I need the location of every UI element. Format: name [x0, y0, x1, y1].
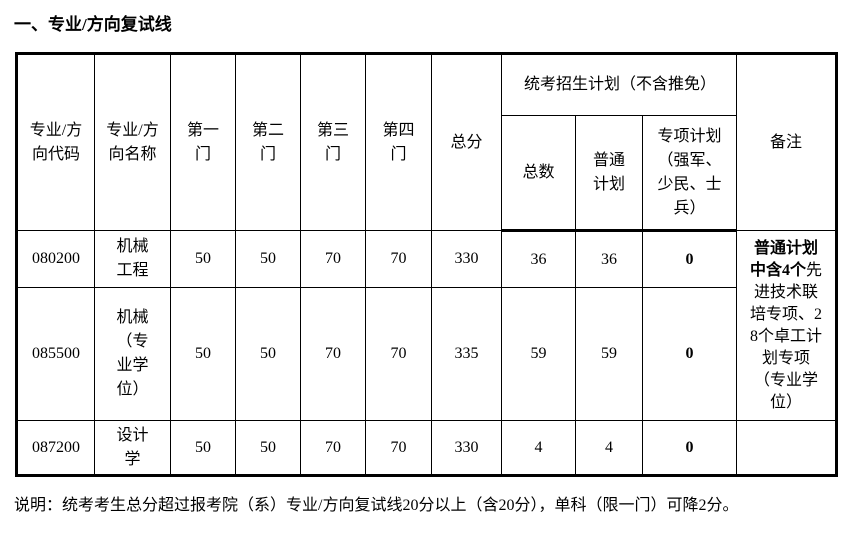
header-subject2: 第二门 — [235, 53, 301, 231]
cell-code: 080200 — [16, 230, 95, 288]
cell-remarks-merged: 普通计划中含4个先进技术联培专项、28个卓工计划专项（专业学位） — [736, 230, 838, 421]
header-subject3: 第三门 — [300, 53, 366, 231]
cell-s2: 50 — [235, 287, 301, 421]
cell-plan-special: 0 — [641, 287, 738, 421]
cell-plan-regular: 36 — [575, 230, 643, 288]
header-remarks: 备注 — [736, 53, 838, 231]
cell-code: 085500 — [16, 287, 95, 421]
cell-s4: 70 — [365, 230, 432, 288]
remark-text: 先进技术联培专项、28个卓工计划专项（专业学位） — [750, 261, 823, 411]
cell-plan-regular: 4 — [575, 420, 643, 476]
header-plan-total: 总数 — [501, 115, 576, 232]
cell-s2: 50 — [235, 420, 301, 476]
header-plan-regular: 普通计划 — [575, 115, 643, 232]
cell-total: 330 — [431, 420, 502, 476]
cell-total: 335 — [431, 287, 502, 421]
cell-s1: 50 — [170, 287, 236, 421]
cell-plan-regular: 59 — [575, 287, 643, 421]
cell-name: 机械（专业学位） — [94, 287, 171, 421]
cell-plan-special: 0 — [641, 230, 738, 288]
header-subject4: 第四门 — [365, 53, 432, 231]
cell-plan-total: 4 — [501, 420, 576, 476]
cell-s2: 50 — [235, 230, 301, 288]
header-code: 专业/方向代码 — [16, 53, 95, 231]
table-row: 087200 设计学 50 50 70 70 330 4 4 0 — [16, 420, 838, 476]
cell-remarks — [736, 420, 838, 476]
explanatory-note: 说明：统考考生总分超过报考院（系）专业/方向复试线20分以上（含20分），单科（… — [14, 497, 739, 514]
cell-s4: 70 — [365, 287, 432, 421]
header-name: 专业/方向名称 — [94, 53, 171, 231]
header-plan-special: 专项计划（强军、少民、士兵） — [641, 115, 738, 232]
cell-total: 330 — [431, 230, 502, 288]
cell-s4: 70 — [365, 420, 432, 476]
cell-plan-special: 0 — [641, 420, 738, 476]
cell-plan-total: 59 — [501, 287, 576, 421]
retest-score-table: 专业/方向代码 专业/方向名称 第一门 第二门 第三门 第四门 总分 统考招生计… — [15, 52, 839, 477]
cell-s3: 70 — [300, 230, 366, 288]
cell-s1: 50 — [170, 230, 236, 288]
cell-name: 机械工程 — [94, 230, 171, 288]
table-row: 085500 机械（专业学位） 50 50 70 70 335 59 59 0 — [16, 287, 837, 421]
table-row: 080200 机械工程 50 50 70 70 330 36 36 0 普通计划… — [16, 230, 838, 421]
cell-s1: 50 — [170, 420, 236, 476]
header-plan-group: 统考招生计划（不含推免） — [500, 53, 738, 116]
section-title: 一、专业/方向复试线 — [14, 15, 172, 34]
cell-s3: 70 — [300, 420, 366, 476]
cell-s3: 70 — [300, 287, 366, 421]
cell-code: 087200 — [16, 420, 95, 476]
remark-bold-text: 普通计划中含4个 — [750, 239, 819, 279]
header-subject1: 第一门 — [170, 53, 236, 231]
cell-plan-total: 36 — [501, 230, 576, 288]
cell-name: 设计学 — [94, 420, 171, 476]
header-total: 总分 — [431, 53, 502, 231]
